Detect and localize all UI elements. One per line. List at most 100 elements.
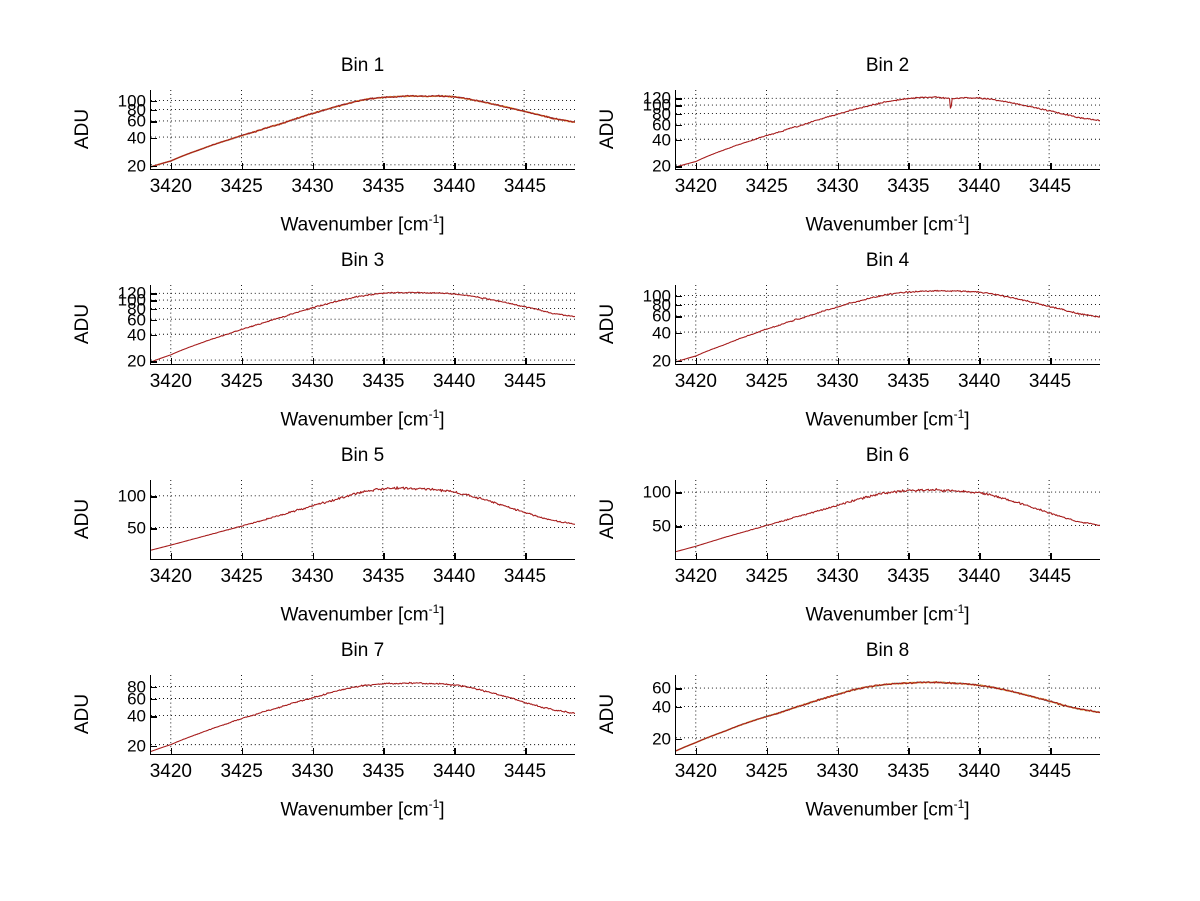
y-tick-mark xyxy=(151,361,157,363)
y-tick-label: 20 xyxy=(127,156,146,176)
x-tick-label: 3430 xyxy=(816,371,859,392)
x-tick-label: 3425 xyxy=(220,761,263,782)
x-tick-label: 3420 xyxy=(674,566,717,587)
x-tick-mark xyxy=(454,553,456,559)
y-tick-label: 40 xyxy=(652,697,671,717)
x-axis-title-exponent: -1 xyxy=(428,407,440,421)
x-tick-mark xyxy=(837,553,840,559)
y-tick-label: 40 xyxy=(127,325,146,345)
x-tick-mark xyxy=(695,358,698,364)
x-tick-mark xyxy=(979,748,981,754)
plot-area xyxy=(151,90,575,169)
x-tick-label: 3435 xyxy=(887,566,930,587)
y-tick-label: 50 xyxy=(127,518,146,538)
x-tick-label: 3435 xyxy=(887,761,930,782)
data-series-trace-red xyxy=(676,289,1100,363)
x-axis-title: Wavenumber [cm-1] xyxy=(675,407,1100,431)
x-axis-title-bracket: ] xyxy=(439,799,445,821)
y-tick-label: 20 xyxy=(652,729,671,749)
y-tick-label: 40 xyxy=(652,323,671,343)
x-tick-label: 3430 xyxy=(291,176,334,197)
y-axis-title: ADU xyxy=(597,693,618,735)
y-tick-mark xyxy=(676,738,682,741)
x-tick-mark xyxy=(908,748,910,754)
gridlines xyxy=(676,90,1100,169)
x-tick-label: 3440 xyxy=(433,761,476,782)
x-tick-mark xyxy=(241,358,244,364)
plot-axes: 3420 3425 3430 3435 3440 3445 20 40 60 80 ADU xyxy=(72,675,575,782)
y-tick-mark xyxy=(151,745,157,748)
x-tick-mark xyxy=(454,748,456,754)
gridlines xyxy=(676,675,1100,754)
x-tick-mark xyxy=(766,358,769,364)
x-tick-mark xyxy=(383,553,385,559)
plot-area xyxy=(151,675,575,754)
x-tick-mark xyxy=(312,163,315,169)
y-tick-mark xyxy=(151,300,157,302)
x-tick-label: 3440 xyxy=(433,371,476,392)
y-tick-mark xyxy=(676,124,682,127)
x-axis-title-exponent: -1 xyxy=(953,797,965,811)
x-tick-label: 3420 xyxy=(149,371,192,392)
x-axis-title-text: Wavenumber [cm xyxy=(280,409,429,431)
plot-axes: 3420 3425 3430 3435 3440 3445 20 40 60 ADU xyxy=(597,675,1100,782)
x-tick-mark xyxy=(241,553,244,559)
subplot-bin-3: Bin 3 3420 3425 3430 3435 3440 3445 20 40 60 80 100… xyxy=(0,250,575,440)
y-tick-label: 40 xyxy=(127,706,146,726)
x-tick-mark xyxy=(170,553,173,559)
x-tick-label: 3445 xyxy=(1028,176,1072,197)
y-tick-mark xyxy=(151,293,157,295)
x-tick-label: 3440 xyxy=(958,761,1001,782)
y-tick-label: 100 xyxy=(642,482,671,502)
x-axis-title-exponent: -1 xyxy=(953,407,965,421)
y-tick-mark xyxy=(151,121,157,123)
x-tick-mark xyxy=(525,163,527,169)
data-series-trace-red xyxy=(676,96,1100,168)
y-tick-mark xyxy=(676,166,682,168)
y-tick-mark xyxy=(676,304,682,307)
x-tick-label: 3445 xyxy=(503,371,547,392)
x-tick-mark xyxy=(241,163,244,169)
x-axis-title-bracket: ] xyxy=(964,409,970,431)
x-tick-mark xyxy=(695,748,698,754)
y-axis-title: ADU xyxy=(72,498,93,540)
x-tick-label: 3430 xyxy=(291,761,334,782)
x-tick-mark xyxy=(454,163,456,169)
x-axis-title-bracket: ] xyxy=(439,214,445,236)
y-tick-mark xyxy=(151,698,157,701)
subplot-title: Bin 1 xyxy=(340,55,385,76)
x-axis-title-bracket: ] xyxy=(964,604,970,626)
x-axis-title-text: Wavenumber [cm xyxy=(805,799,954,821)
y-tick-mark xyxy=(676,360,682,363)
gridlines xyxy=(151,675,575,754)
y-tick-mark xyxy=(676,316,682,318)
x-tick-label: 3420 xyxy=(149,176,192,197)
subplot-bin-4: Bin 4 3420 3425 3430 3435 3440 3445 20 40 60 80 100… xyxy=(525,250,1100,440)
plot-axes: 3420 3425 3430 3435 3440 3445 20 40 60 80 100 ADU xyxy=(72,90,575,197)
x-tick-mark xyxy=(525,748,527,754)
plot-axes: 3420 3425 3430 3435 3440 3445 20 40 60 80 100 120 AD… xyxy=(597,90,1100,197)
x-tick-label: 3425 xyxy=(745,176,788,197)
x-tick-mark xyxy=(241,748,244,754)
y-tick-mark xyxy=(676,332,682,335)
subplot-bin-2: Bin 2 3420 3425 3430 3435 3440 3445 20 40 60 80 100… xyxy=(525,55,1100,245)
x-tick-label: 3425 xyxy=(745,761,788,782)
x-tick-label: 3425 xyxy=(220,176,263,197)
x-axis-title-text: Wavenumber [cm xyxy=(805,409,954,431)
subplot-title: Bin 8 xyxy=(865,640,910,661)
x-axis-title-exponent: -1 xyxy=(428,212,440,226)
y-tick-mark xyxy=(676,526,682,528)
subplot-title: Bin 5 xyxy=(340,445,385,466)
y-tick-label: 60 xyxy=(652,306,671,326)
x-axis-title: Wavenumber [cm-1] xyxy=(150,212,575,236)
x-axis-title: Wavenumber [cm-1] xyxy=(675,212,1100,236)
x-tick-label: 3425 xyxy=(745,371,788,392)
x-tick-mark xyxy=(312,358,315,364)
x-tick-mark xyxy=(1050,748,1052,754)
y-tick-mark xyxy=(676,98,682,100)
subplot-bin-5: Bin 5 3420 3425 3430 3435 3440 3445 50 100 ADU Wav… xyxy=(0,445,575,635)
x-tick-label: 3430 xyxy=(816,176,859,197)
y-tick-label: 100 xyxy=(642,95,671,115)
y-tick-label: 100 xyxy=(117,290,146,310)
